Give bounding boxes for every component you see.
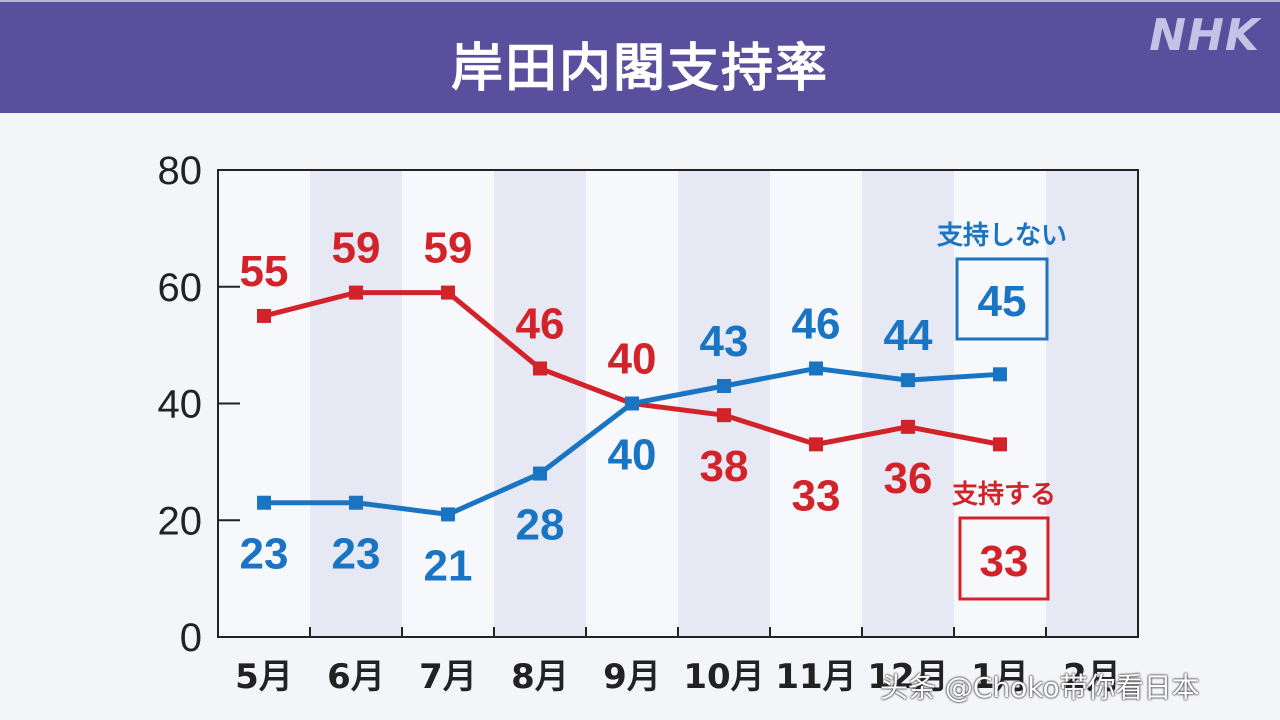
latest-not-support-value: 45 xyxy=(978,277,1027,326)
data-label: 40 xyxy=(608,431,657,480)
data-marker xyxy=(625,396,639,411)
data-marker xyxy=(533,466,547,481)
data-series xyxy=(257,285,1007,522)
legend-support: 支持する 33 xyxy=(952,480,1056,601)
column-band xyxy=(678,170,770,637)
data-marker xyxy=(349,285,363,300)
data-label: 33 xyxy=(792,471,841,520)
y-axis: 0 20 40 60 80 xyxy=(158,149,203,660)
header-bar: 岸田内閣支持率 NHK xyxy=(0,0,1280,113)
data-labels: 55 59 59 46 40 38 33 36 23 23 21 28 40 43 46 44 xyxy=(240,224,933,591)
column-band xyxy=(862,170,954,637)
column-band xyxy=(310,170,402,637)
latest-support-value: 33 xyxy=(980,537,1029,586)
axis-ticks xyxy=(218,285,1047,637)
y-tick-label: 0 xyxy=(180,616,202,660)
column-bands xyxy=(310,170,1138,637)
data-label: 23 xyxy=(240,530,289,579)
data-label: 23 xyxy=(332,530,381,579)
data-marker xyxy=(901,419,915,434)
x-tick-label: 6月 xyxy=(327,657,385,697)
y-tick-label: 80 xyxy=(158,149,203,193)
data-marker xyxy=(441,285,455,300)
data-marker xyxy=(257,308,271,323)
x-axis: 5月 6月 7月 8月 9月 10月 11月 12月 1月 2月 xyxy=(235,657,1121,697)
x-tick-label: 9月 xyxy=(603,657,661,697)
data-label: 59 xyxy=(332,224,381,273)
latest-support-box xyxy=(958,516,1050,601)
data-label: 43 xyxy=(700,317,749,366)
data-label: 46 xyxy=(516,299,565,348)
column-band xyxy=(1046,170,1138,637)
data-marker xyxy=(717,408,731,423)
data-marker xyxy=(257,495,271,510)
plot-frame xyxy=(217,169,1139,638)
x-tick-label: 1月 xyxy=(971,657,1029,697)
data-label: 38 xyxy=(700,442,749,491)
column-band xyxy=(494,170,586,637)
data-marker xyxy=(533,361,547,376)
x-tick-label: 8月 xyxy=(511,657,569,697)
chart-title: 岸田内閣支持率 xyxy=(450,39,829,99)
watermark: 头条 @Choko带你看日本 xyxy=(880,671,1200,704)
data-label: 36 xyxy=(884,454,933,503)
x-tick-label: 12月 xyxy=(867,657,948,697)
data-label: 59 xyxy=(424,224,473,273)
x-tick-label: 11月 xyxy=(775,657,856,697)
data-marker xyxy=(717,378,731,393)
data-marker xyxy=(993,367,1007,382)
data-label: 40 xyxy=(608,335,657,384)
data-label: 28 xyxy=(516,501,565,550)
data-label: 21 xyxy=(424,541,473,590)
data-label: 55 xyxy=(240,247,289,296)
data-label: 44 xyxy=(884,311,933,360)
y-tick-label: 40 xyxy=(158,383,203,427)
legend-not-support: 支持しない 45 xyxy=(937,221,1067,341)
latest-not-support-box xyxy=(955,257,1049,341)
legend-support-label: 支持する xyxy=(952,480,1056,510)
x-tick-label: 2月 xyxy=(1063,657,1121,697)
data-marker xyxy=(809,437,823,452)
legend-not-support-label: 支持しない xyxy=(937,221,1067,251)
data-marker xyxy=(349,495,363,510)
x-tick-label: 10月 xyxy=(683,657,764,697)
data-marker xyxy=(809,361,823,376)
data-marker xyxy=(901,373,915,388)
y-tick-label: 60 xyxy=(158,266,203,310)
y-tick-label: 20 xyxy=(158,499,203,543)
data-marker xyxy=(441,507,455,522)
nhk-logo: NHK xyxy=(1149,10,1260,61)
data-label: 46 xyxy=(792,299,841,348)
x-tick-label: 7月 xyxy=(419,657,477,697)
data-marker xyxy=(993,437,1007,452)
x-tick-label: 5月 xyxy=(235,657,293,697)
